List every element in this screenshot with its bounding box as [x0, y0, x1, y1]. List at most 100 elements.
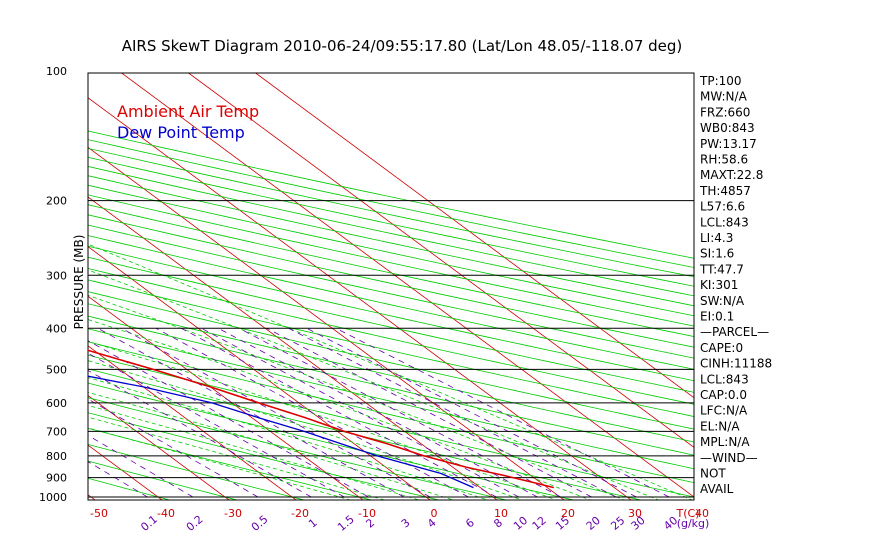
dry-adiabat-line — [88, 328, 694, 470]
index-label: RH:58.6 — [700, 153, 748, 167]
mixing-ratio-tick-label: 12 — [530, 514, 549, 533]
pressure-tick-label: 700 — [46, 425, 67, 438]
dry-adiabat-line — [88, 279, 694, 417]
dry-adiabat-line — [88, 245, 694, 382]
mixing-ratio-line — [201, 327, 520, 498]
index-label: LFC:N/A — [700, 404, 748, 418]
dry-adiabat-line — [88, 268, 694, 405]
dry-adiabat-line — [88, 303, 694, 443]
mixing-ratio-line — [306, 327, 637, 498]
mixing-ratio-line — [88, 352, 345, 498]
dry-adiabat-line — [88, 214, 694, 348]
ambient-air-temp-line — [88, 349, 555, 489]
index-label: TT:47.7 — [699, 262, 744, 276]
mixing-ratio-line — [238, 327, 562, 498]
mixing-ratio-line — [88, 340, 369, 498]
index-label: LCL:843 — [700, 215, 749, 229]
bottom-temp-tick-label: -10 — [358, 507, 376, 520]
index-label: FRZ:660 — [700, 105, 750, 119]
index-label: NOT — [700, 467, 726, 481]
dry-adiabat-line — [88, 460, 239, 500]
dry-adiabat-line — [88, 427, 374, 500]
isotherm-line — [88, 246, 431, 500]
grid-lines — [0, 73, 694, 506]
mixing-ratio-line — [97, 327, 405, 498]
index-label: CAPE:0 — [700, 341, 743, 355]
index-label: AVAIL — [700, 482, 734, 496]
dry-adiabat-line — [88, 291, 694, 430]
dry-adiabat-line — [88, 130, 694, 259]
mixing-ratio-line — [88, 434, 194, 498]
dry-adiabat-line — [88, 341, 694, 484]
pressure-tick-label: 400 — [46, 322, 67, 335]
index-label: —PARCEL— — [700, 325, 769, 339]
bottom-temp-tick-label: -30 — [224, 507, 242, 520]
dry-adiabat-line — [88, 166, 694, 297]
pressure-tick-label: 600 — [46, 397, 67, 410]
isotherm-line — [188, 73, 694, 448]
dry-adiabat-line — [88, 204, 694, 337]
y-axis-label: PRESSURE (MB) — [72, 235, 86, 330]
pressure-tick-label: 300 — [46, 269, 67, 282]
pressure-ticks: 100 200 300 400 500 600 700 800 900 1000 — [39, 65, 67, 504]
mixing-ratio-line — [88, 369, 312, 498]
pressure-tick-label: 800 — [46, 450, 67, 463]
pressure-tick-label: 500 — [46, 363, 67, 376]
moist-adiabat-line — [88, 377, 489, 500]
dry-adiabat-line — [88, 156, 694, 287]
mixing-ratio-tick-label: 3 — [399, 516, 413, 530]
mixing-ratio-tick-label: 20 — [584, 514, 603, 533]
bottom-temp-tick-label: 30 — [628, 507, 642, 520]
index-label: TP:100 — [699, 74, 742, 88]
pressure-tick-label: 900 — [46, 472, 67, 485]
moist-adiabat-line — [88, 319, 592, 500]
index-label: MW:N/A — [700, 90, 748, 104]
moist-adiabat-line — [88, 340, 558, 500]
bottom-temp-tick-label: 20 — [561, 507, 575, 520]
isotherm-line — [0, 73, 36, 506]
plot-frame — [87, 72, 695, 501]
dry-adiabat-line — [88, 139, 694, 268]
index-label: SI:1.6 — [700, 247, 734, 261]
isotherm-line — [88, 395, 230, 500]
mixing-ratio-tick-label: 1.5 — [335, 513, 357, 534]
bottom-temp-tick-label: -50 — [90, 507, 108, 520]
index-label: L57:6.6 — [700, 200, 745, 214]
bottom-temp-tick-label: 40 — [695, 507, 709, 520]
mixing-ratio-line — [181, 327, 497, 498]
series-lines — [88, 349, 555, 489]
moist-adiabat-line — [88, 294, 626, 500]
mixing-unit-label: (g/kg) — [677, 517, 710, 530]
bottom-temp-tick-label: 0 — [431, 507, 438, 520]
mixing-ratio-tick-label: 10 — [511, 514, 530, 533]
dry-adiabat-line — [88, 354, 694, 498]
mixing-ratio-line — [335, 327, 670, 498]
pressure-tick-label: 100 — [46, 65, 67, 78]
dry-adiabat-line — [88, 194, 694, 327]
mixing-ratio-ticks: 0.1 0.2 0.5 1 1.5 2 3 4 6 8 10 12 15 20 25 30 40 — [138, 513, 680, 534]
moist-adiabat-line — [88, 391, 455, 500]
mixing-ratio-tick-label: 0.2 — [184, 513, 206, 534]
moist-adiabat-line — [88, 243, 694, 500]
index-label: LCL:843 — [700, 372, 749, 386]
dry-adiabat-line — [88, 315, 694, 456]
mixing-ratio-line — [155, 327, 469, 498]
mixing-ratio-line — [266, 327, 592, 498]
moist-adiabat-line — [88, 269, 660, 500]
index-label: LI:4.3 — [700, 231, 733, 245]
isotherm-line — [88, 295, 364, 500]
moist-adiabat-line — [88, 416, 386, 500]
dry-adiabat-line — [88, 235, 694, 370]
mixing-ratio-tick-label: 0.5 — [249, 513, 271, 534]
chart-title: AIRS SkewT Diagram 2010-06-24/09:55:17.8… — [122, 37, 683, 55]
pressure-tick-label: 200 — [46, 195, 67, 208]
pressure-lines — [88, 200, 694, 498]
pressure-tick-label: 1000 — [39, 491, 67, 504]
dry-adiabat-line — [88, 184, 694, 317]
bottom-temp-tick-label: -40 — [157, 507, 175, 520]
legend-ambient-air-temp: Ambient Air Temp — [117, 102, 259, 121]
bottom-temp-tick-label: -20 — [291, 507, 309, 520]
mixing-ratio-line — [88, 461, 148, 498]
index-label: MAXT:22.8 — [700, 168, 763, 182]
